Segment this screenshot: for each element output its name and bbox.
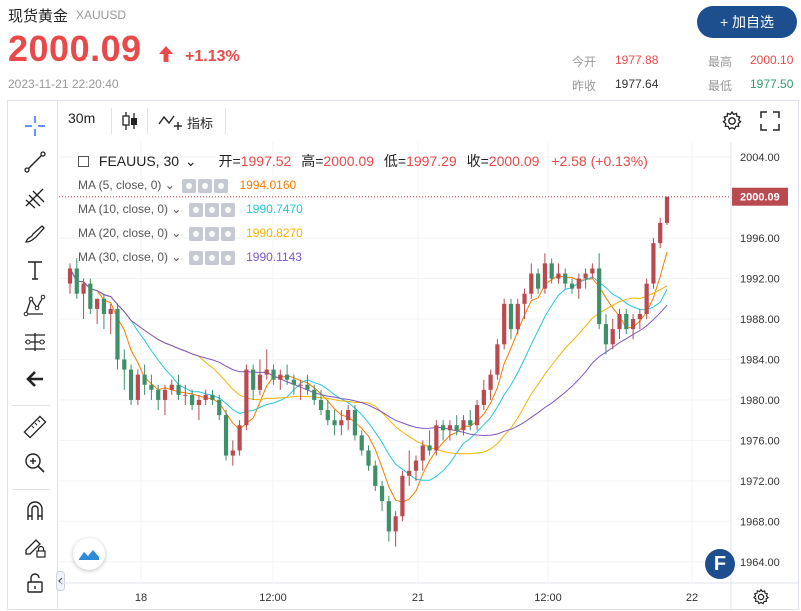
arrow-left-icon[interactable]: [23, 367, 47, 391]
add-watchlist-button[interactable]: + 加自选: [697, 6, 797, 38]
ma-legend-value: 1990.8270: [246, 226, 303, 240]
brand-f-logo: F: [705, 549, 735, 579]
close-icon[interactable]: [220, 251, 235, 266]
ma-legend-label: MA (10, close, 0): [78, 202, 169, 216]
close-icon[interactable]: [220, 227, 235, 242]
low-label: 最低: [708, 79, 733, 93]
legend-high-label: 高=: [301, 153, 324, 169]
instrument-symbol: XAUUSD: [76, 8, 127, 22]
open-label: 今开: [572, 55, 597, 69]
settings-icon[interactable]: [204, 227, 219, 242]
wave-logo-icon: [79, 550, 99, 560]
fib-tool-icon[interactable]: [23, 186, 47, 210]
fullscreen-icon[interactable]: [760, 111, 780, 131]
ma-legend-label: MA (5, close, 0): [78, 178, 162, 192]
prev-close-label: 昨收: [572, 79, 597, 93]
legend-open: 1997.52: [240, 153, 292, 169]
indicators-label[interactable]: 指标: [187, 116, 214, 131]
low-value: 1977.50: [750, 77, 794, 91]
ma-legend-row[interactable]: MA (30, close, 0) ⌄ 1990.1143: [78, 250, 302, 266]
eye-icon[interactable]: [188, 227, 203, 242]
legend-low: 1997.29: [406, 153, 457, 169]
ma-legend-row[interactable]: MA (10, close, 0) ⌄ 1990.7470: [78, 202, 303, 218]
close-icon[interactable]: [220, 203, 235, 218]
open-value: 1977.88: [615, 53, 659, 67]
legend-close-label: 收=: [466, 153, 489, 169]
ma-legend-label: MA (20, close, 0): [78, 226, 169, 240]
timestamp: 2023-11-21 22:20:40: [8, 77, 119, 91]
eye-icon[interactable]: [188, 251, 203, 266]
eye-icon[interactable]: [182, 179, 197, 194]
unlock-icon[interactable]: [23, 571, 47, 595]
drawing-toolbar: [8, 101, 58, 609]
zoom-in-icon[interactable]: [23, 451, 47, 475]
ma-legend-value: 1994.0160: [239, 178, 297, 192]
settings-icon[interactable]: [204, 203, 219, 218]
ma-legend-label: MA (30, close, 0): [78, 250, 169, 264]
candle-type-icon[interactable]: [121, 110, 139, 132]
arrow-up-icon: [159, 46, 173, 62]
instrument-title: 现货黄金: [8, 8, 69, 25]
pencil-lock-icon[interactable]: [23, 535, 47, 559]
chart-frame: [7, 100, 799, 610]
collapse-legend-icon[interactable]: [78, 156, 89, 167]
last-price: 2000.09: [8, 28, 142, 69]
ma-legend-value: 1990.1143: [246, 250, 302, 264]
tradingview-logo[interactable]: [73, 538, 105, 570]
trend-line-icon[interactable]: [23, 150, 47, 174]
eye-icon[interactable]: [188, 203, 203, 218]
high-label: 最高: [708, 55, 733, 69]
forecast-icon[interactable]: [23, 330, 47, 354]
settings-icon[interactable]: [204, 251, 219, 266]
crosshair-icon[interactable]: [23, 114, 47, 138]
timeframe-button[interactable]: 30m: [68, 110, 96, 126]
indicators-icon[interactable]: [158, 112, 186, 132]
legend-open-label: 开=: [218, 153, 241, 169]
ma-legend-row[interactable]: MA (5, close, 0) ⌄ 1994.0160: [78, 178, 297, 194]
legend-high: 2000.09: [323, 153, 375, 169]
high-value: 2000.10: [750, 53, 794, 67]
gear-icon[interactable]: [721, 110, 743, 132]
ruler-icon[interactable]: [23, 415, 47, 439]
ohlc-legend: FEAUUS, 30 ⌄ 开=1997.52 高=2000.09 低=1997.…: [78, 151, 648, 171]
legend-change: +2.58 (+0.13%): [551, 153, 648, 169]
prev-close-value: 1977.64: [615, 77, 659, 91]
pattern-icon[interactable]: [23, 294, 47, 318]
close-icon[interactable]: [214, 179, 229, 194]
settings-icon[interactable]: [198, 179, 213, 194]
ma-legend-row[interactable]: MA (20, close, 0) ⌄ 1990.8270: [78, 226, 303, 242]
legend-low-label: 低=: [383, 153, 407, 169]
change-percent: +1.13%: [185, 48, 240, 65]
legend-close: 2000.09: [488, 153, 540, 169]
legend-symbol: FEAUUS, 30: [98, 153, 180, 169]
collapse-toolbar-icon[interactable]: [56, 571, 65, 591]
text-icon[interactable]: [23, 258, 47, 282]
magnet-icon[interactable]: [23, 499, 47, 523]
brush-icon[interactable]: [23, 222, 47, 246]
axis-settings-icon[interactable]: [752, 588, 770, 606]
ma-legend-value: 1990.7470: [246, 202, 303, 216]
